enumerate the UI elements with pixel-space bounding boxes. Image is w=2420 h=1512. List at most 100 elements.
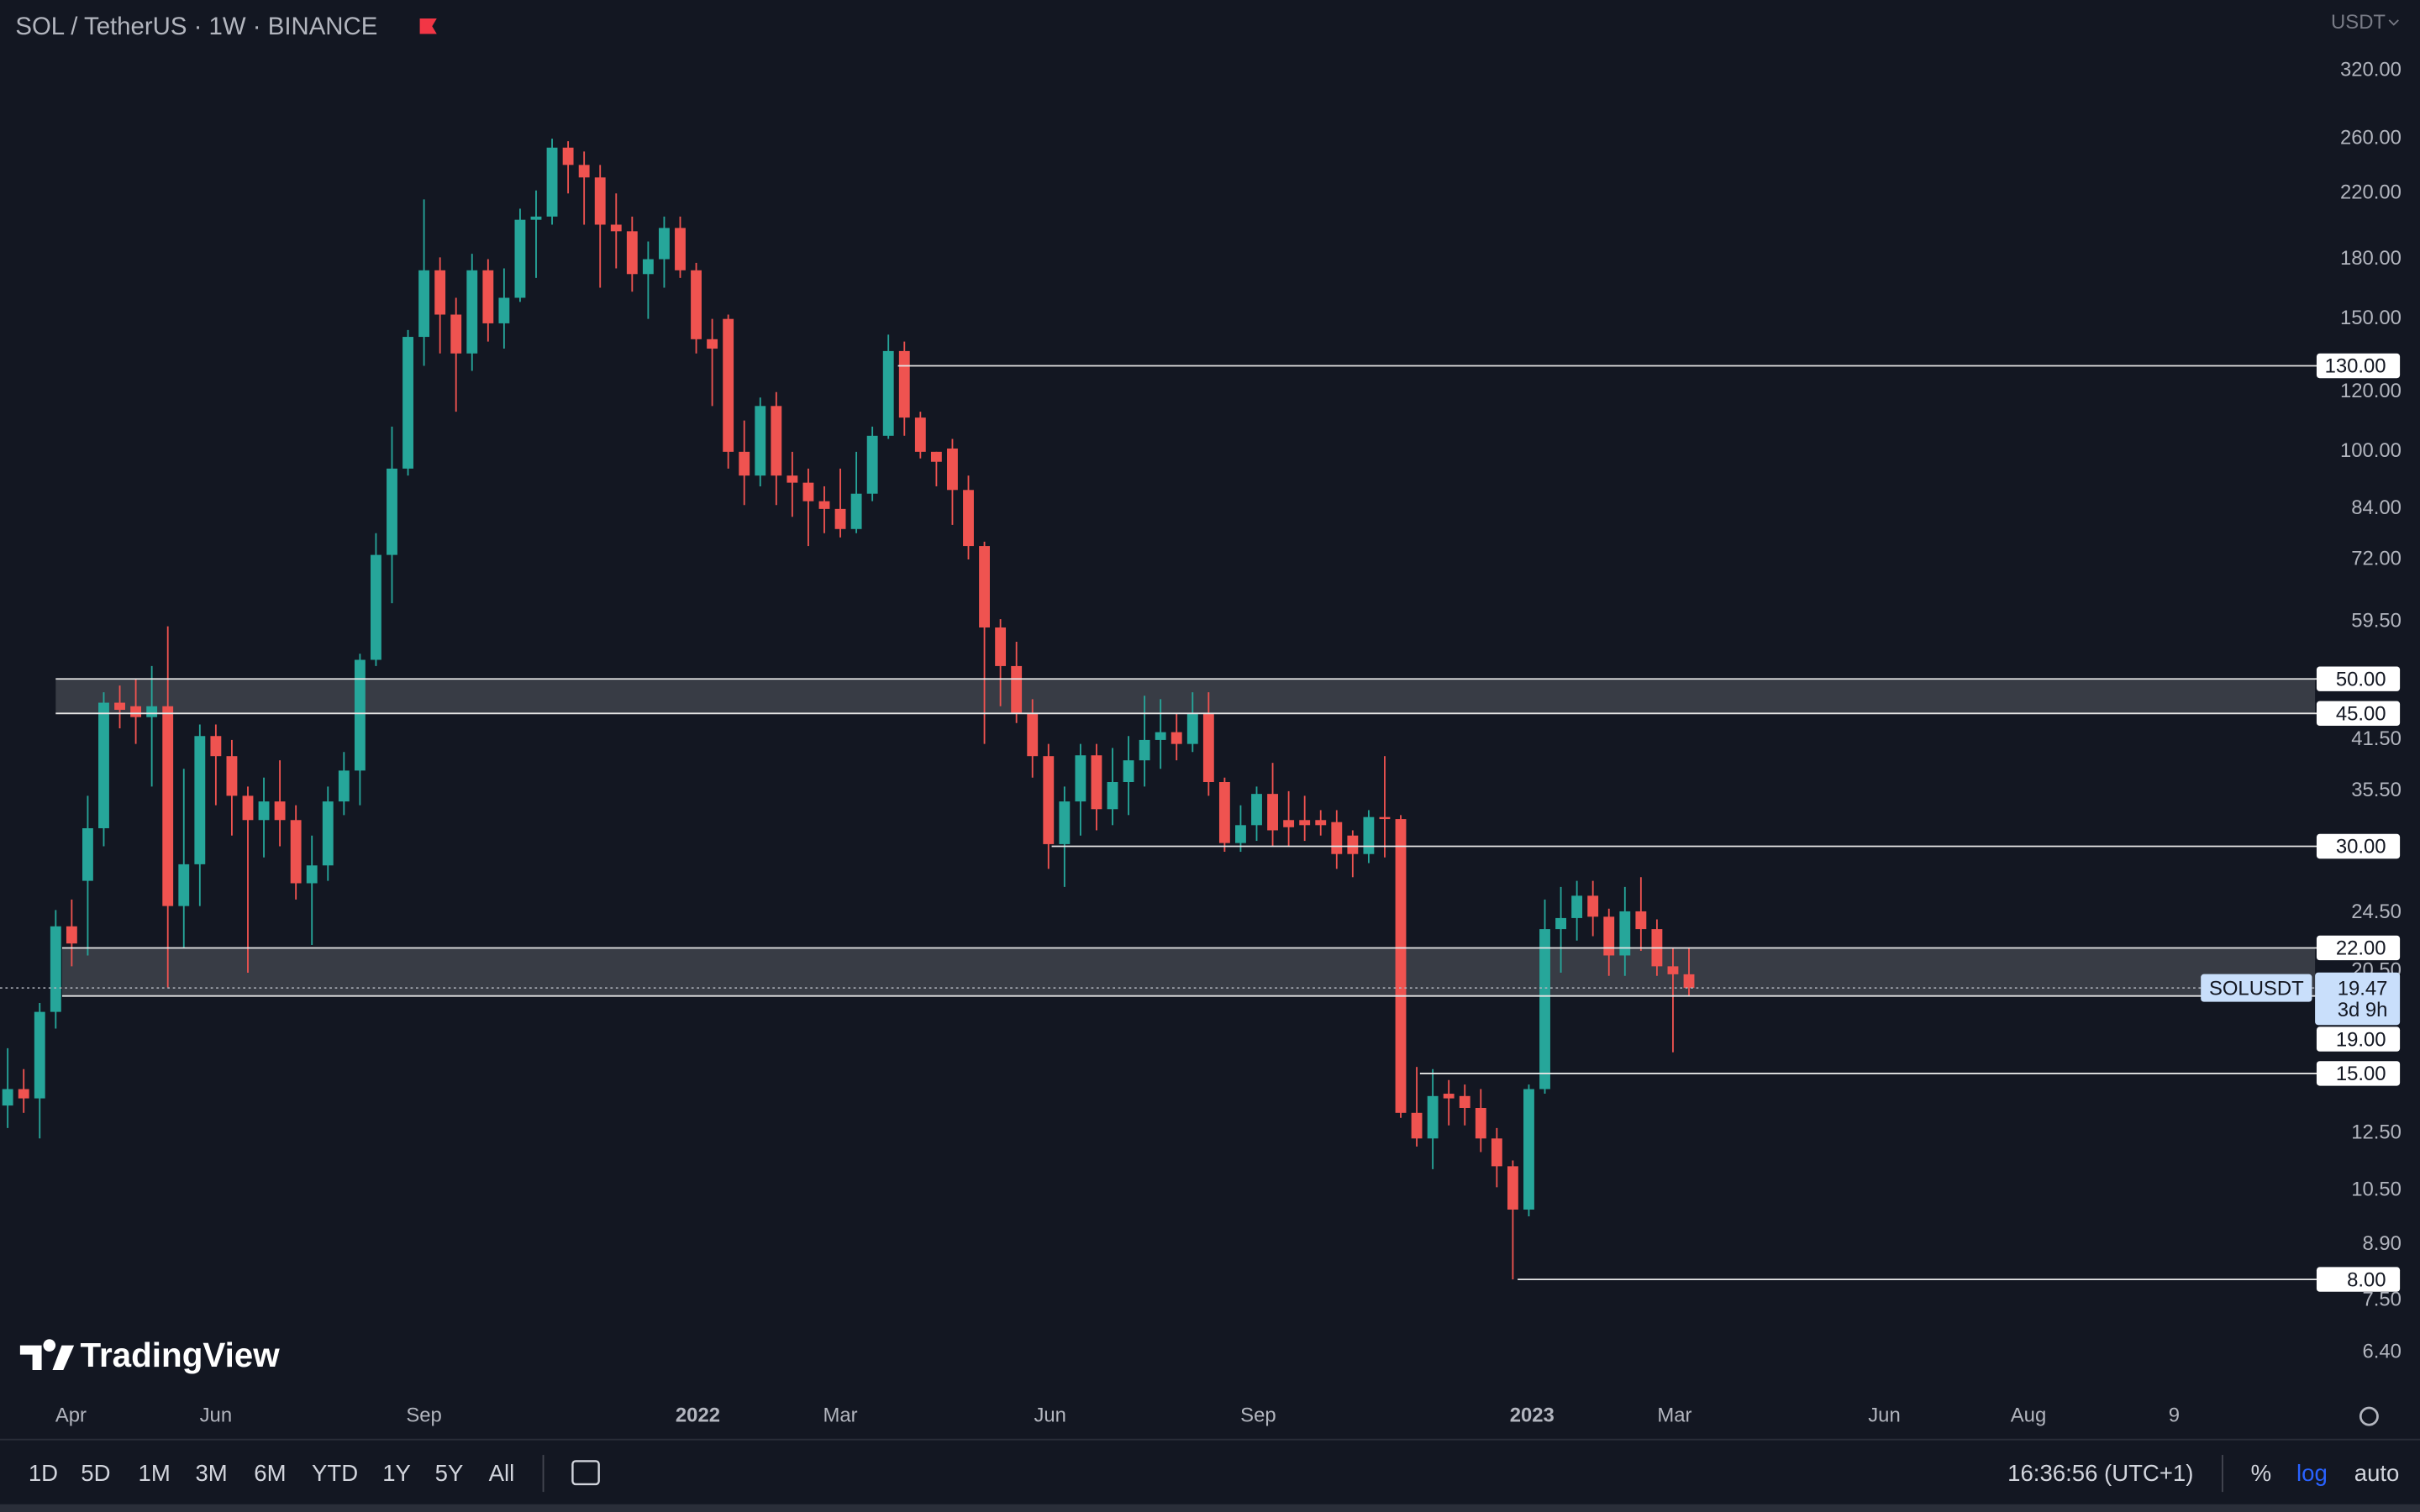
candle-body <box>210 736 222 757</box>
candle-body <box>546 147 558 217</box>
level-label: 30.00 <box>2336 836 2386 858</box>
zone <box>61 948 2316 996</box>
level-label-box <box>2316 935 2401 961</box>
candle-body <box>898 350 910 418</box>
range-button[interactable]: All <box>489 1460 515 1486</box>
level-label-box <box>2316 701 2401 727</box>
plot-area: 320.00 260.00 220.00 180.00 150.00 120.00 100.… <box>0 58 2402 1426</box>
level-label: 22.00 <box>2336 937 2386 960</box>
candle-body <box>626 231 638 275</box>
candle-body <box>1571 895 1583 918</box>
level-label: 15.00 <box>2336 1063 2386 1085</box>
y-tick-label: 150.00 <box>2340 307 2402 329</box>
candle-body <box>387 468 397 555</box>
level-label-box <box>2316 353 2401 379</box>
candle-body <box>1555 917 1566 930</box>
x-tick-label: Jun <box>1034 1404 1065 1426</box>
currency-label[interactable]: USDT <box>2331 11 2386 34</box>
candle-body <box>963 490 974 547</box>
candle-body <box>594 177 606 225</box>
range-button[interactable]: 3M <box>195 1460 227 1486</box>
candle-body <box>818 501 830 509</box>
candle-body <box>562 147 574 165</box>
level-label: 8.00 <box>2347 1268 2386 1291</box>
candle-body <box>1395 819 1407 1113</box>
level-label-box <box>2316 1026 2401 1052</box>
date-range-icon[interactable] <box>571 1460 600 1486</box>
range-button[interactable]: 5Y <box>435 1460 464 1486</box>
candle-body <box>450 314 462 354</box>
auto-toggle[interactable]: auto <box>2354 1460 2400 1486</box>
candle-body <box>1027 713 1039 757</box>
level-label: 19.00 <box>2336 1028 2386 1051</box>
candle-body <box>242 795 254 821</box>
x-tick-label: Mar <box>823 1404 858 1426</box>
x-tick-label: Sep <box>1240 1404 1276 1426</box>
symbol-label: SOLUSDT <box>2209 977 2304 1000</box>
candle-body <box>1218 782 1230 843</box>
candle-body <box>675 228 686 270</box>
range-button[interactable]: YTD <box>312 1460 358 1486</box>
y-tick-label: 59.50 <box>2351 610 2402 633</box>
candle-body <box>402 337 413 469</box>
y-tick-label: 260.00 <box>2340 126 2402 149</box>
log-toggle[interactable]: log <box>2296 1460 2328 1486</box>
candle-body <box>1091 755 1102 810</box>
candle-body <box>1587 895 1599 917</box>
candle-body <box>178 864 190 906</box>
candle-body <box>659 228 670 260</box>
range-button[interactable]: 5D <box>81 1460 110 1486</box>
x-tick-label: 2023 <box>1510 1404 1555 1426</box>
level-label-box <box>2316 833 2401 859</box>
logo-text: TradingView <box>81 1336 281 1374</box>
range-button[interactable]: 1Y <box>382 1460 411 1486</box>
candle-body <box>1667 966 1679 974</box>
candle-body <box>1283 820 1295 827</box>
candle-body <box>466 270 478 354</box>
y-tick-label: 220.00 <box>2340 181 2402 204</box>
candle-body <box>1459 1095 1470 1108</box>
candle-body <box>771 406 782 476</box>
candle-body <box>1123 760 1134 783</box>
candle-body <box>995 627 1007 666</box>
settings-icon[interactable] <box>2359 1406 2379 1426</box>
candle-body <box>114 702 125 711</box>
candle-body <box>1186 713 1198 744</box>
candle-body <box>1107 782 1118 810</box>
candle-body <box>930 451 942 462</box>
candle-body <box>1347 835 1359 854</box>
candle-body <box>1363 816 1375 854</box>
candle-body <box>914 417 926 452</box>
clock: 16:36:56 (UTC+1) <box>2007 1460 2193 1486</box>
candle-body <box>1475 1107 1486 1139</box>
candle-body <box>530 216 542 220</box>
candle-body <box>642 259 654 275</box>
x-tick-label: Sep <box>406 1404 441 1426</box>
flag-icon[interactable] <box>419 18 437 34</box>
candle-body <box>1411 1112 1423 1139</box>
range-button[interactable]: 6M <box>254 1460 286 1486</box>
candle-body <box>50 926 61 1012</box>
candle-body <box>691 270 702 339</box>
candle-body <box>290 820 302 884</box>
candle-body <box>755 406 766 476</box>
range-button[interactable]: 1M <box>139 1460 171 1486</box>
x-tick-label: Apr <box>55 1404 87 1426</box>
candle-body <box>1171 732 1182 744</box>
candle-body <box>1619 911 1631 956</box>
candle-body <box>1379 816 1391 820</box>
level-label-box <box>2316 1267 2401 1292</box>
candle-body <box>514 219 526 298</box>
candle-body <box>66 926 77 944</box>
candle-body <box>34 1011 45 1099</box>
level-label-box <box>2316 1061 2401 1086</box>
x-tick-label: Jun <box>1868 1404 1900 1426</box>
candle-body <box>1202 713 1214 783</box>
candle-body <box>723 318 734 452</box>
candle-body <box>1267 794 1278 831</box>
y-tick-label: 8.90 <box>2363 1232 2402 1255</box>
percent-toggle[interactable]: % <box>2251 1460 2272 1486</box>
candle-body <box>371 554 381 660</box>
range-button[interactable]: 1D <box>29 1460 58 1486</box>
